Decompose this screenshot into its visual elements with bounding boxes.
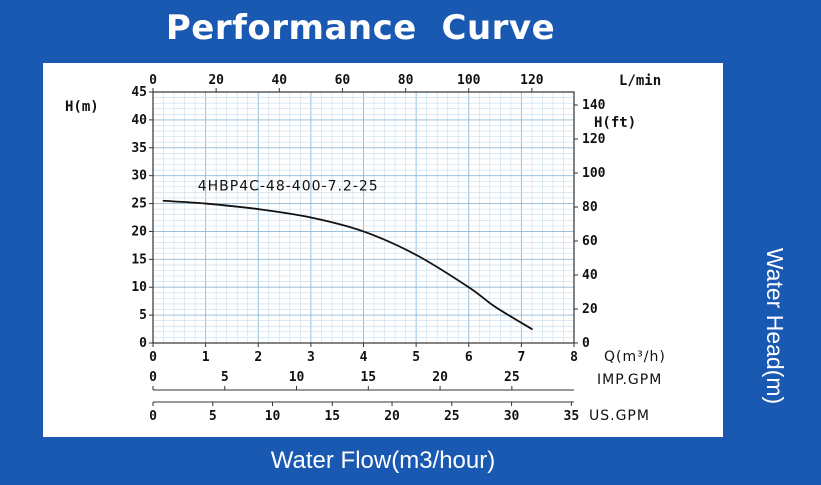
top-tick-label: 60 <box>335 73 351 88</box>
series-point <box>531 328 533 330</box>
top-tick-label: 120 <box>520 73 544 88</box>
y-axis-label: H(m) <box>65 99 99 115</box>
series-point <box>467 286 470 289</box>
x-tick-label: 8 <box>570 350 578 365</box>
x-axis-caption: Water Flow(m3/hour) <box>270 447 496 474</box>
x-tick-label: 2 <box>254 350 262 365</box>
y-tick-label: 5 <box>139 308 147 323</box>
us-tick-label: 35 <box>564 409 580 424</box>
y-tick-label: 10 <box>131 280 147 295</box>
imp-gpm-label: IMP.GPM <box>597 372 662 388</box>
imp-tick-label: 5 <box>221 370 229 385</box>
y-tick-label: 15 <box>131 252 147 267</box>
x-tick-label: 6 <box>465 350 473 365</box>
ft-tick-label: 0 <box>582 336 590 351</box>
ft-axis-label: H(ft) <box>594 115 636 131</box>
us-tick-label: 10 <box>265 409 281 424</box>
us-gpm-label: US.GPM <box>589 408 650 424</box>
chart-panel: 0 5 10 15 20 25 30 35 40 45 0 1 2 3 4 5 6 7 8 0 20 40 60 80 100 1… <box>43 63 723 437</box>
top-tick-label: 100 <box>457 73 481 88</box>
ft-tick-label: 20 <box>582 302 598 317</box>
ft-tick-label: 100 <box>582 166 606 181</box>
series-point <box>494 305 496 308</box>
y-tick-label: 45 <box>131 85 147 100</box>
us-tick-label: 25 <box>444 409 460 424</box>
side-axis-caption: Water Head(m) <box>762 247 788 405</box>
us-tick-label: 5 <box>209 409 217 424</box>
ft-tick-label: 60 <box>582 234 598 249</box>
imp-tick-label: 10 <box>289 370 305 385</box>
series-label: 4HBP4C-48-400-7.2-25 <box>198 179 379 195</box>
y-tick-label: 35 <box>131 141 147 156</box>
page-title: Performance Curve <box>165 8 556 48</box>
imp-tick-label: 0 <box>149 370 157 385</box>
y-tick-label: 0 <box>139 336 147 351</box>
us-tick-label: 0 <box>149 409 157 424</box>
us-tick-label: 20 <box>384 409 400 424</box>
series-point <box>204 202 207 205</box>
us-tick-label: 15 <box>324 409 340 424</box>
imp-tick-label: 15 <box>360 370 376 385</box>
top-tick-label: 20 <box>208 73 224 88</box>
ft-tick-label: 40 <box>582 268 598 283</box>
ft-tick-label: 80 <box>582 200 598 215</box>
us-tick-label: 30 <box>504 409 520 424</box>
top-tick-label: 40 <box>271 73 287 88</box>
imp-tick-label: 20 <box>432 370 448 385</box>
top-axis-label: L/min <box>619 73 661 89</box>
top-tick-label: 80 <box>398 73 414 88</box>
y-tick-label: 40 <box>131 113 147 128</box>
series-point <box>362 230 365 233</box>
x-tick-label: 5 <box>412 350 420 365</box>
y-tick-label: 20 <box>131 224 147 239</box>
series-point <box>162 199 165 202</box>
y-tick-label: 25 <box>131 197 147 212</box>
x-tick-label: 3 <box>307 350 315 365</box>
series-point <box>257 208 260 211</box>
q-axis-label: Q(m³/h) <box>604 349 666 365</box>
y-tick-label: 30 <box>131 169 147 184</box>
x-tick-label: 0 <box>149 350 157 365</box>
x-tick-label: 7 <box>517 350 525 365</box>
imp-tick-label: 25 <box>504 370 520 385</box>
series-point <box>415 253 418 256</box>
x-tick-label: 1 <box>202 350 210 365</box>
series-point <box>309 216 312 219</box>
top-tick-label: 0 <box>149 73 157 88</box>
ft-tick-label: 120 <box>582 132 606 147</box>
x-tick-label: 4 <box>360 350 368 365</box>
ft-tick-label: 140 <box>582 98 606 113</box>
